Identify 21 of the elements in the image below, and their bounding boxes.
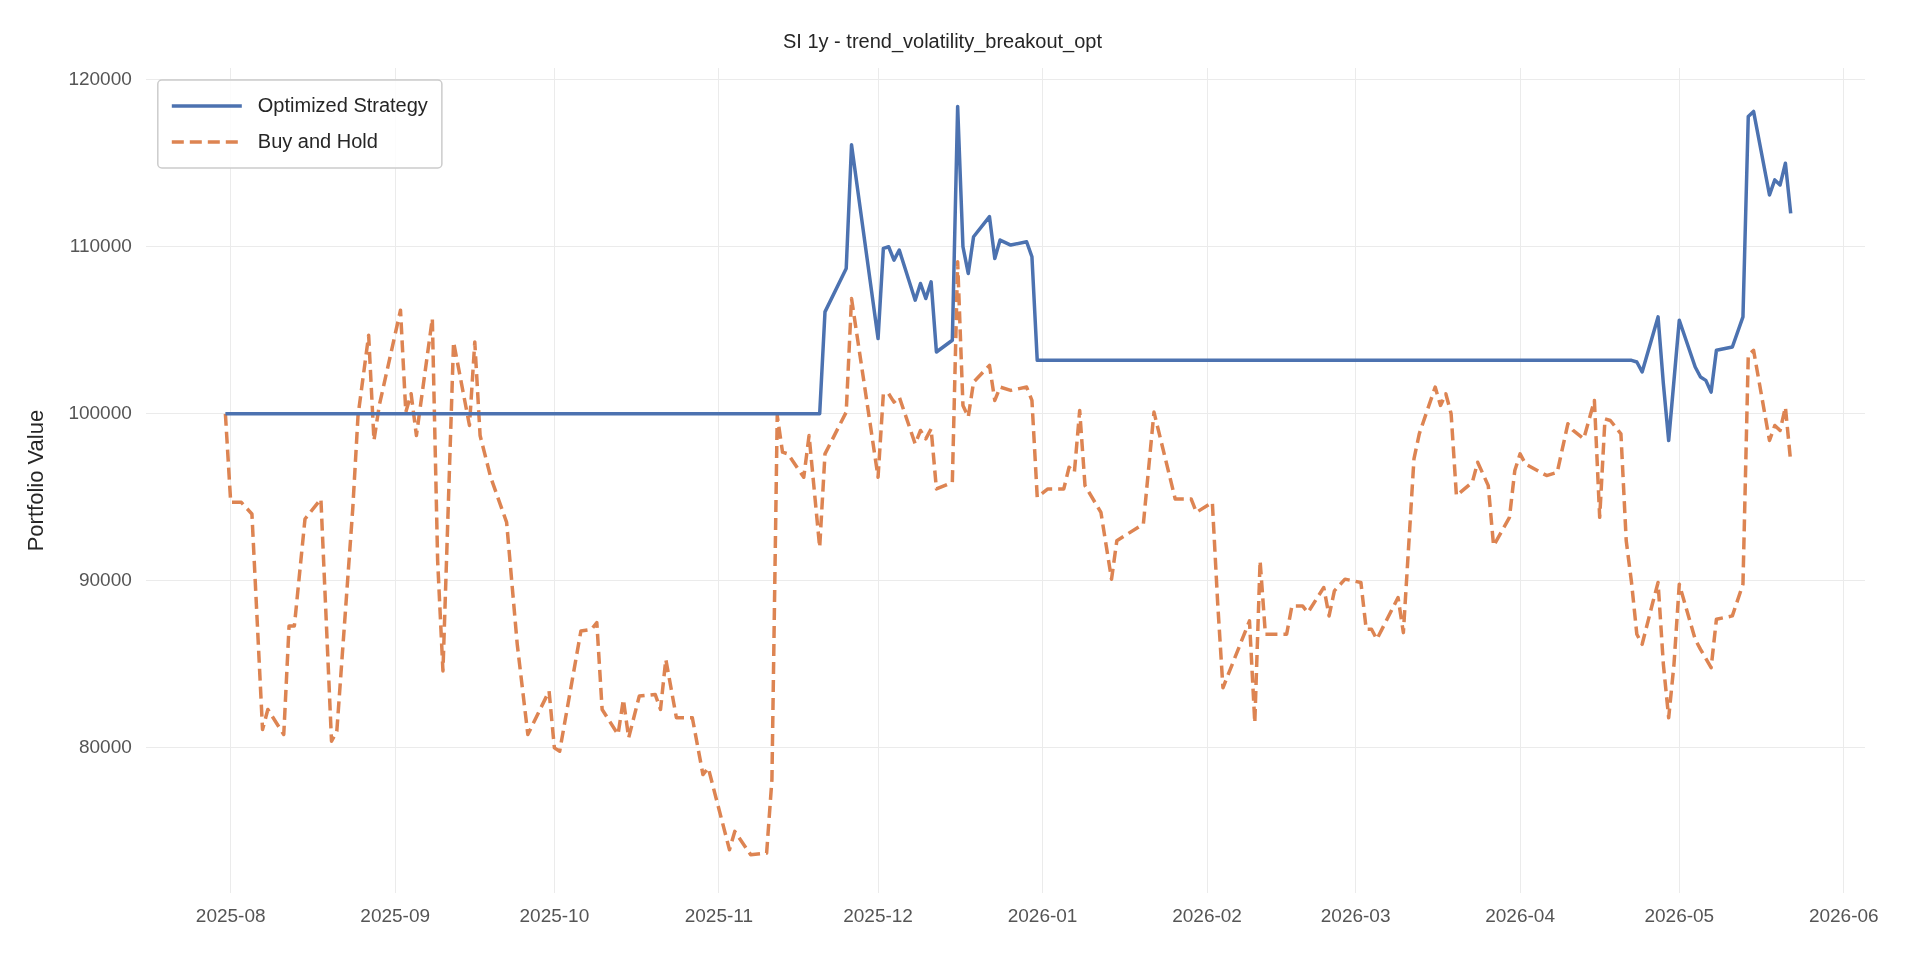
y-axis-title: Portfolio Value bbox=[23, 409, 49, 552]
x-tick-label: 2026-03 bbox=[1320, 904, 1391, 926]
x-tick-label: 2025-11 bbox=[684, 904, 754, 926]
x-tick-label: 2025-10 bbox=[519, 904, 590, 926]
y-tick-label: 90000 bbox=[78, 569, 132, 591]
x-tick-label: 2025-12 bbox=[843, 904, 913, 926]
y-tick-label: 80000 bbox=[78, 736, 132, 758]
chart-title: SI 1y - trend_volatility_breakout_opt bbox=[782, 29, 1103, 53]
x-tick-label: 2026-06 bbox=[1808, 904, 1879, 926]
x-tick-label: 2026-01 bbox=[1007, 904, 1078, 926]
x-tick-label: 2026-05 bbox=[1644, 904, 1715, 926]
y-tick-label: 100000 bbox=[68, 402, 132, 424]
x-tick-label: 2025-09 bbox=[360, 904, 431, 926]
line-series bbox=[223, 260, 1793, 857]
y-tick-label: 120000 bbox=[68, 67, 132, 89]
x-tick-label: 2026-04 bbox=[1485, 904, 1556, 926]
y-tick-label: 110000 bbox=[69, 234, 132, 256]
x-tick-label: 2026-02 bbox=[1172, 904, 1242, 926]
x-tick-label: 2025-08 bbox=[195, 904, 266, 926]
legend-label: Buy and Hold bbox=[257, 129, 378, 152]
legend-label: Optimized Strategy bbox=[257, 93, 428, 116]
